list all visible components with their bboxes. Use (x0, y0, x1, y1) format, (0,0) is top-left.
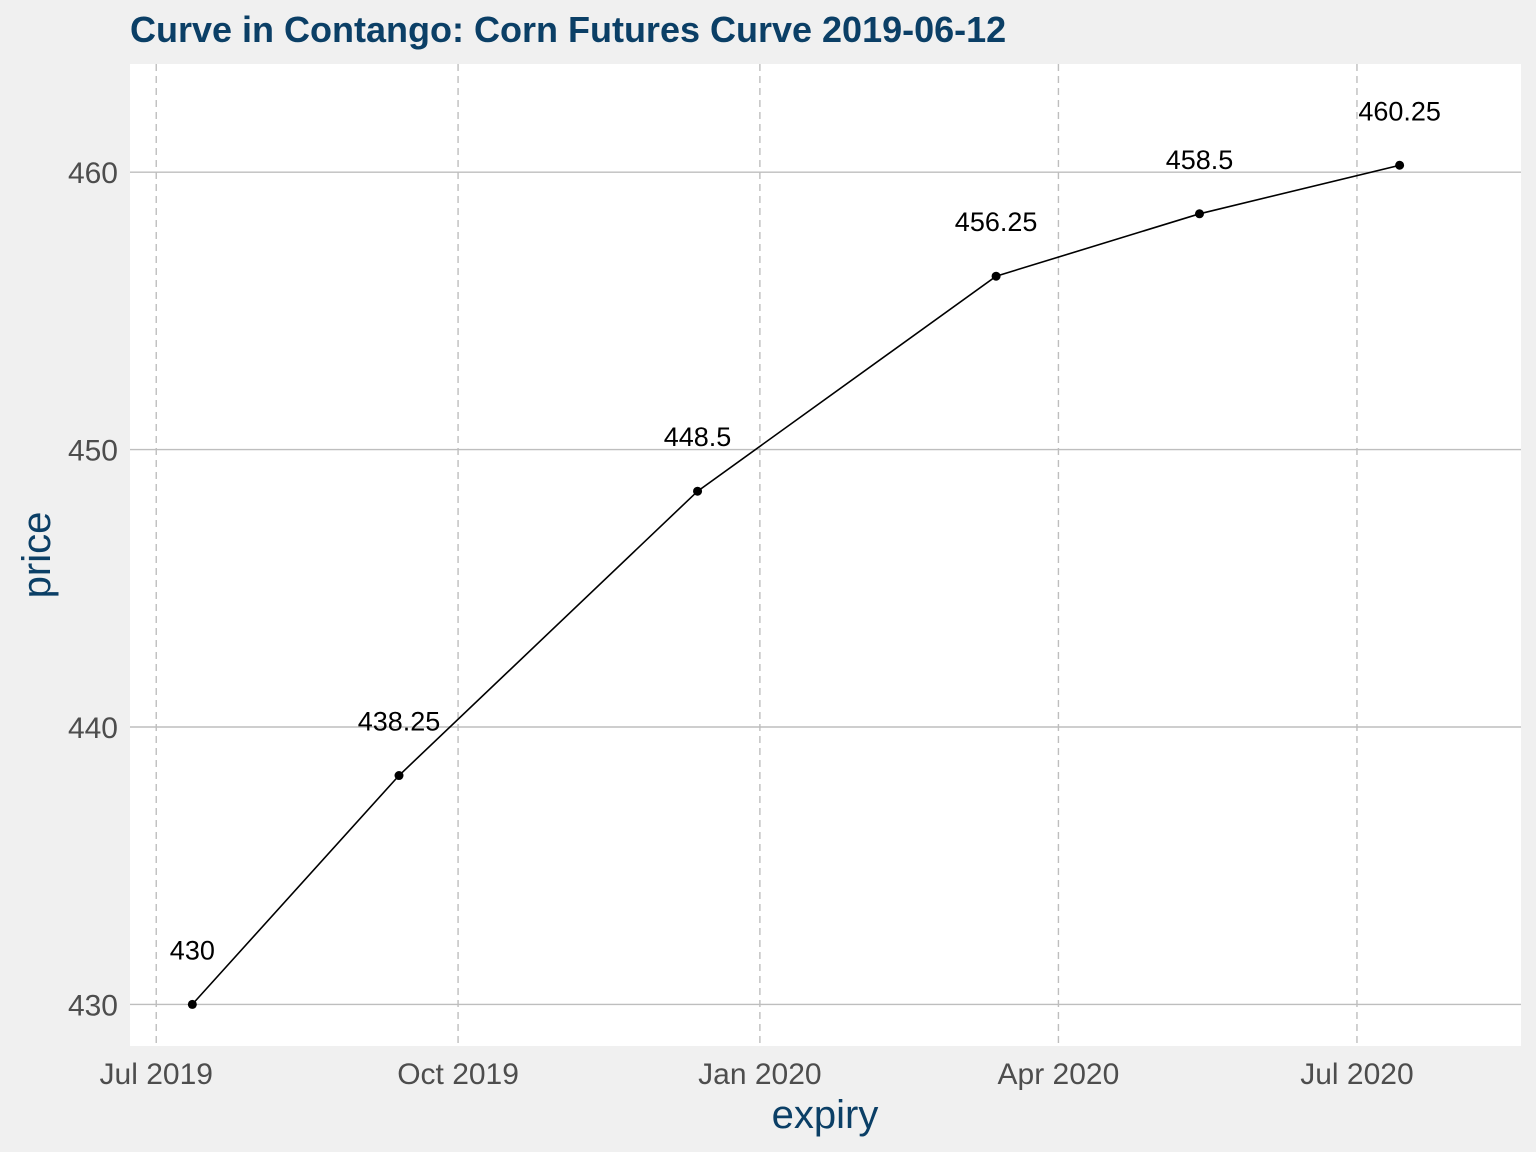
data-label: 430 (170, 935, 215, 965)
x-tick-label: Apr 2020 (998, 1058, 1120, 1091)
series-line (191, 164, 1400, 1005)
chart-title: Curve in Contango: Corn Futures Curve 20… (130, 9, 1006, 50)
data-label: 456.25 (955, 207, 1038, 237)
x-tick-label: Jul 2019 (100, 1058, 213, 1091)
axis-labels: 430 440 450 460 Jul 2019 Oct 2019 Jan 2020 Apr … (68, 157, 1414, 1091)
data-label: 448.5 (664, 422, 732, 452)
y-tick-label: 440 (68, 712, 118, 745)
x-axis-title: expiry (772, 1093, 879, 1137)
x-tick-label: Oct 2019 (397, 1058, 519, 1091)
data-point (1194, 209, 1204, 219)
data-point (394, 771, 404, 781)
data-label: 458.5 (1166, 145, 1234, 175)
data-point (991, 271, 1001, 281)
data-label: 460.25 (1358, 96, 1441, 126)
x-tick-label: Jan 2020 (698, 1058, 821, 1091)
y-tick-label: 450 (68, 435, 118, 468)
data-point (693, 486, 703, 496)
data-point (1395, 160, 1405, 170)
data-labels: 430 438.25 448.5 456.25 458.5 460.25 (170, 96, 1441, 965)
data-series (187, 160, 1405, 1009)
y-tick-label: 460 (68, 157, 118, 190)
y-axis-title: price (15, 512, 59, 599)
x-tick-label: Jul 2020 (1300, 1058, 1413, 1091)
data-label: 438.25 (358, 707, 441, 737)
y-tick-label: 430 (68, 989, 118, 1022)
plot-panel (130, 64, 1521, 1046)
data-point (187, 999, 197, 1009)
grid-lines (130, 64, 1521, 1046)
